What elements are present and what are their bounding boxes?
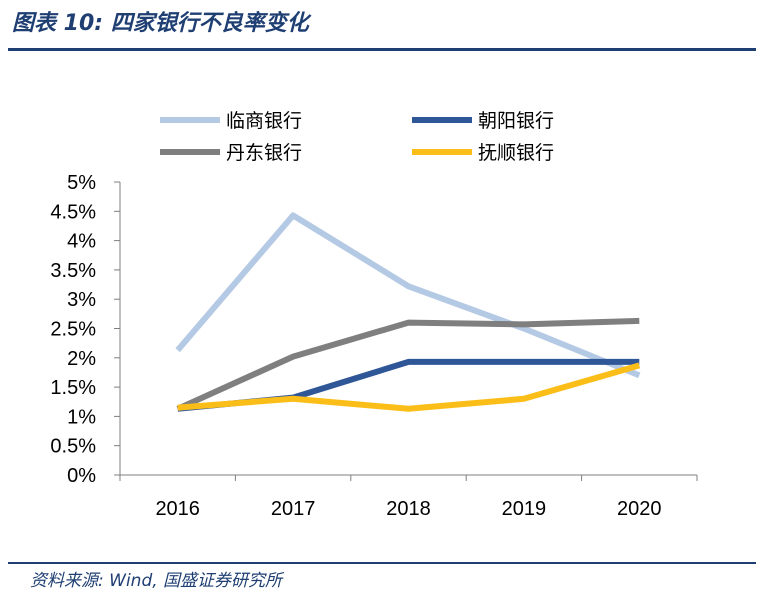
source-rule bbox=[8, 562, 756, 564]
x-tick-label: 2020 bbox=[617, 498, 662, 520]
y-tick-label: 1.5% bbox=[50, 377, 96, 399]
legend-label-1: 临商银行 bbox=[226, 110, 302, 132]
y-tick-label: 0% bbox=[67, 465, 96, 487]
figure-source: 资料来源: Wind, 国盛证券研究所 bbox=[30, 571, 283, 591]
series-line-3 bbox=[176, 317, 640, 412]
y-tick-label: 0.5% bbox=[50, 436, 96, 458]
line-chart: 0% 0.5% 1% 1.5% 2% 2.5% 3% 3.5% 4% 4.5% 5% 2016 2017… bbox=[50, 110, 698, 520]
legend-label-2: 朝阳银行 bbox=[478, 110, 554, 132]
series-line-1 bbox=[175, 212, 641, 379]
y-tick-label: 4.5% bbox=[50, 201, 96, 223]
x-tick-label: 2019 bbox=[502, 498, 547, 520]
title-rule bbox=[8, 48, 756, 51]
y-tick-label: 4% bbox=[67, 231, 96, 253]
axes-layer: 0% 0.5% 1% 1.5% 2% 2.5% 3% 3.5% 4% 4.5% 5% 2016 2017… bbox=[50, 172, 698, 520]
y-tick-label: 3% bbox=[67, 289, 96, 311]
legend-label-4: 抚顺银行 bbox=[478, 142, 554, 164]
x-tick-label: 2018 bbox=[386, 498, 431, 520]
series-line-4 bbox=[177, 362, 641, 412]
legend-label-3: 丹东银行 bbox=[226, 142, 302, 164]
y-tick-label: 1% bbox=[67, 406, 96, 428]
figure-title: 图表 10: 四家银行不良率变化 bbox=[12, 11, 309, 36]
x-tick-label: 2016 bbox=[155, 498, 200, 520]
x-tick-label: 2017 bbox=[271, 498, 316, 520]
series-layer bbox=[175, 212, 641, 412]
y-tick-label: 2% bbox=[67, 348, 96, 370]
y-tick-label: 3.5% bbox=[50, 260, 96, 282]
y-tick-label: 5% bbox=[67, 172, 96, 194]
y-tick-label: 2.5% bbox=[50, 319, 96, 341]
